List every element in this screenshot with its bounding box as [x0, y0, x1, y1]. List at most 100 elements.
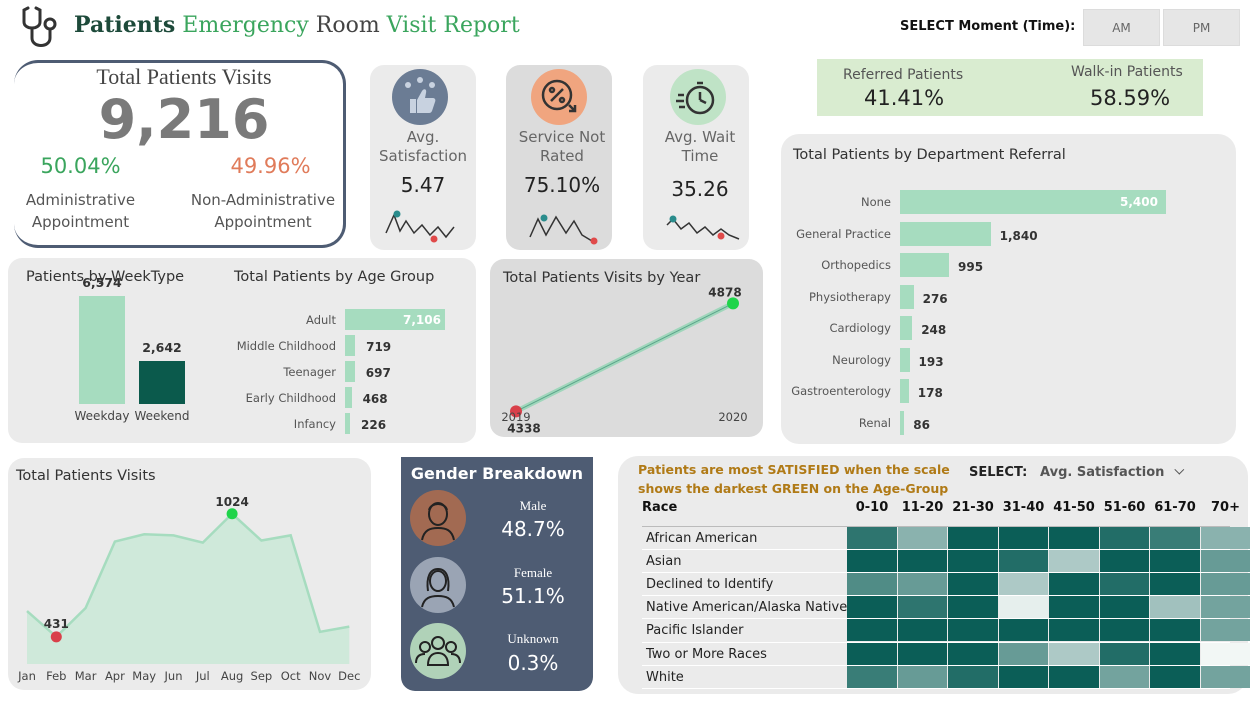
heatmap-cell — [948, 527, 998, 550]
heatmap-cell — [1200, 527, 1250, 550]
heatmap-cell — [1150, 596, 1200, 619]
heatmap-row-label: Two or More Races — [646, 646, 767, 662]
month-tick-label: Jun — [164, 669, 183, 683]
heatmap-cell — [1049, 665, 1099, 688]
race-header: Race — [642, 500, 678, 515]
total-visits-value: 9,216 — [98, 88, 270, 151]
heatmap-cell — [948, 550, 998, 573]
heatmap-cell — [847, 665, 897, 688]
monthly-min-label: 431 — [44, 617, 69, 631]
year-title: Total Patients Visits by Year — [503, 270, 701, 286]
heatmap-row-divider — [642, 572, 1230, 574]
monthly-area — [27, 513, 350, 664]
heatmap-cell — [948, 596, 998, 619]
month-tick-label: Oct — [281, 669, 301, 683]
heatmap-column-header: 31-40 — [1002, 500, 1045, 515]
page-title: Patients Emergency Room Visit Report — [74, 12, 520, 38]
dept-value-label: 248 — [921, 323, 947, 337]
male-label: Male — [519, 498, 547, 513]
heatmap-cell — [847, 619, 897, 642]
heatmap-cell — [1150, 573, 1200, 596]
heatmap-cell — [1099, 619, 1149, 642]
heatmap-row-divider — [642, 641, 1230, 643]
dept-label: Gastroenterology — [791, 384, 891, 398]
month-tick-label: Apr — [105, 669, 125, 683]
heatmap-cell — [998, 619, 1048, 642]
weektype-value-label: 2,642 — [142, 339, 182, 355]
heatmap-cell — [1049, 573, 1099, 596]
satisfaction-sparkline — [385, 210, 455, 243]
heatmap-cell — [1200, 573, 1250, 596]
dept-label: Cardiology — [829, 321, 891, 335]
weektype-category-label: Weekday — [74, 409, 130, 423]
month-tick-label: Feb — [46, 669, 66, 683]
dept-bar — [900, 379, 909, 403]
monthly-max-point — [226, 508, 238, 520]
heatmap-column-header: 11-20 — [901, 500, 944, 515]
year-tick-label: 2020 — [718, 410, 747, 424]
unknown-label: Unknown — [507, 631, 559, 646]
month-tick-label: Nov — [309, 669, 332, 683]
heatmap-metric-dropdown[interactable]: Avg. Satisfaction — [1040, 464, 1185, 480]
heatmap-cell — [847, 642, 897, 665]
age-bar — [345, 309, 445, 330]
male-avatar-icon — [410, 490, 466, 546]
heatmap-cell — [948, 642, 998, 665]
month-tick-label: Sep — [251, 669, 273, 683]
wait-time-sparkline — [666, 215, 740, 240]
heatmap-cell — [897, 642, 947, 665]
weektype-title: Patients by WeekType — [26, 269, 185, 285]
time-select-label: SELECT Moment (Time): — [900, 19, 1076, 34]
heatmap-cell — [948, 619, 998, 642]
dept-label: General Practice — [796, 226, 891, 241]
month-tick-label: Mar — [75, 669, 97, 683]
dept-bar — [900, 410, 905, 435]
heatmap-cell — [897, 573, 947, 596]
age-bar — [345, 361, 355, 382]
year-value-label: 4878 — [708, 285, 741, 299]
kpi-satisfaction-value: 5.47 — [400, 173, 446, 197]
heatmap-column-header: 21-30 — [952, 500, 994, 515]
am-button[interactable]: AM — [1083, 9, 1160, 46]
dept-value-label: 276 — [922, 291, 948, 306]
gender-card: Gender Breakdown Male 48.7% Female 51.1%… — [401, 457, 593, 691]
dept-bar — [900, 284, 914, 309]
heatmap-cell — [1150, 619, 1200, 642]
heatmap-row-divider — [642, 687, 1230, 689]
female-label: Female — [513, 565, 553, 580]
year-value-label: 4338 — [507, 421, 540, 435]
monthly-card: Total Patients Visits 431 1024 Jan Feb Mar Ap… — [8, 458, 371, 690]
heatmap-select-label: SELECT: — [969, 465, 1028, 480]
pm-button[interactable]: PM — [1163, 9, 1240, 46]
heatmap-cell — [1150, 665, 1200, 688]
female-value: 51.1% — [501, 584, 565, 608]
thumbs-up-stars-icon — [392, 69, 448, 125]
heatmap-row-label: Pacific Islander — [646, 623, 744, 639]
dept-value-label: 86 — [913, 417, 930, 432]
age-value-label: 7,106 — [403, 313, 441, 327]
heatmap-cell — [1150, 550, 1200, 573]
heatmap-cell — [1099, 642, 1149, 665]
dept-label: Renal — [858, 415, 891, 430]
heatmap-card: Patients are most SATISFIED when the sca… — [618, 456, 1250, 694]
heatmap-cell — [948, 665, 998, 688]
unknown-value: 0.3% — [507, 651, 559, 675]
heatmap-cell — [1099, 527, 1149, 550]
heatmap-row-divider — [642, 664, 1230, 666]
dept-label: Neurology — [832, 352, 891, 367]
gender-title: Gender Breakdown — [410, 464, 584, 483]
monthly-area-chart: 431 1024 Jan Feb Mar Apr May Jun Jul Aug Sep Oct Nov… — [17, 495, 360, 683]
heatmap-cell — [847, 550, 897, 573]
heatmap-cell — [897, 527, 947, 550]
department-card: Total Patients by Department Referral No… — [781, 134, 1236, 444]
referred-value: 41.41% — [864, 86, 945, 110]
heatmap-cell — [948, 573, 998, 596]
heatmap-cell — [1049, 619, 1099, 642]
weektype-category-label: Weekend — [134, 409, 190, 423]
female-avatar-icon — [410, 557, 466, 613]
age-bar — [345, 335, 356, 356]
year-max-point — [727, 297, 739, 310]
weektype-bar — [79, 296, 125, 404]
nonadmin-pct: 49.96% — [230, 154, 311, 178]
percent-badge-icon — [531, 69, 587, 125]
